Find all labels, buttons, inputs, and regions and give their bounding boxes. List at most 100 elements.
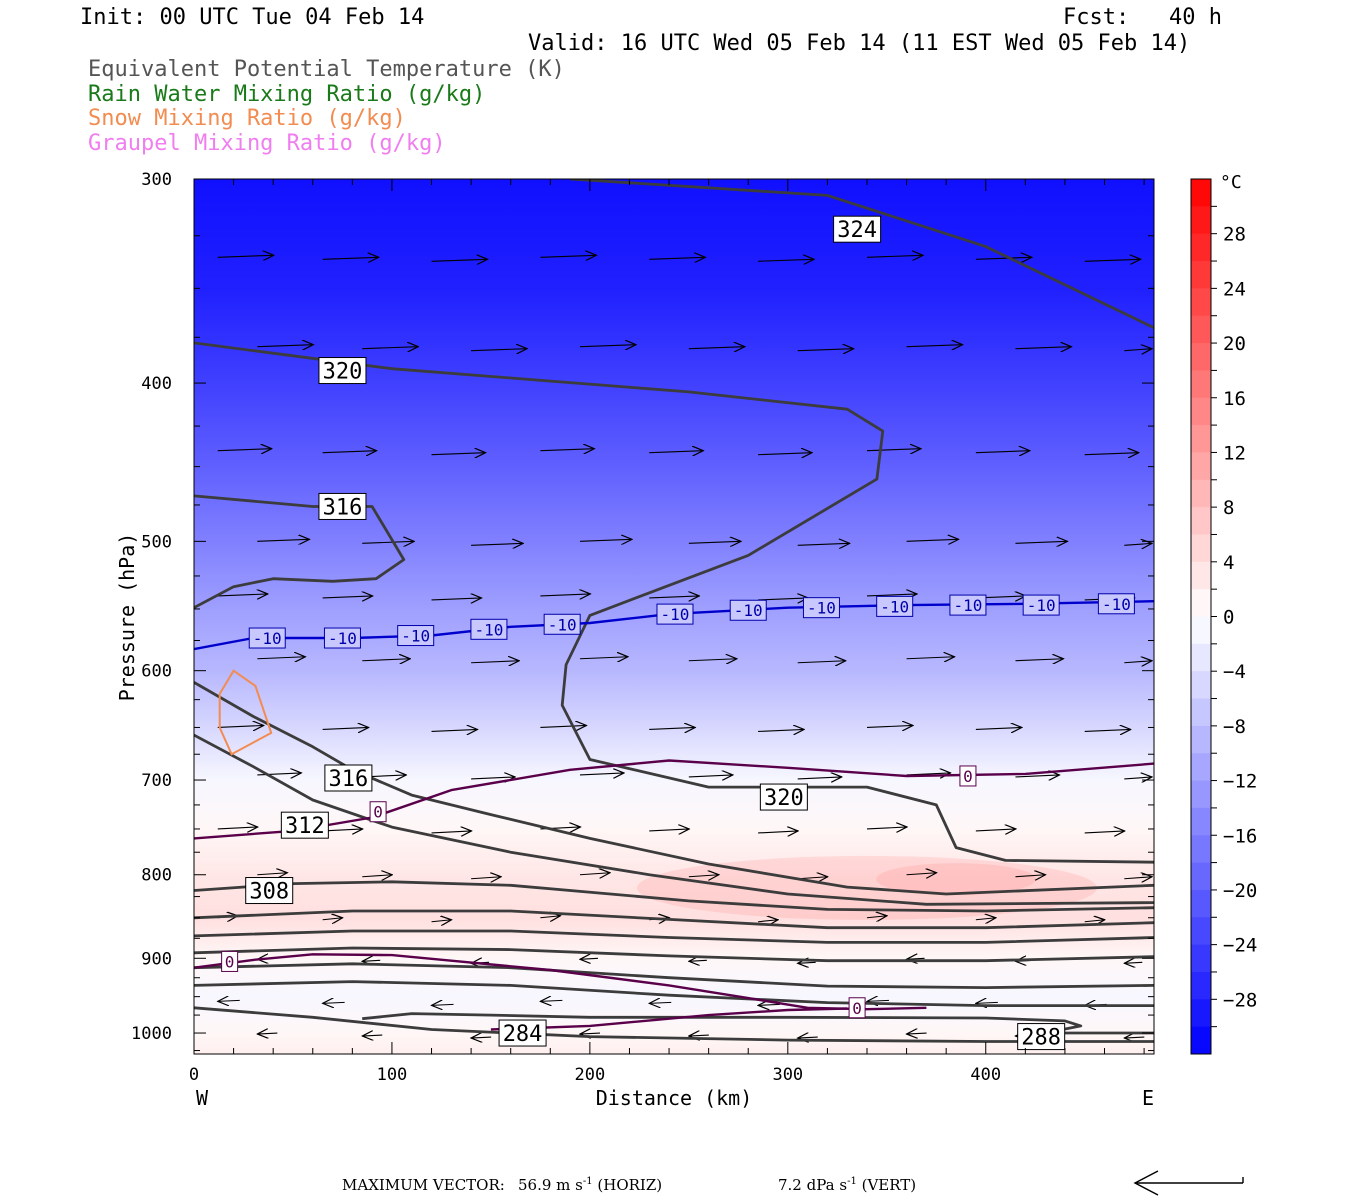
wind-vector [688, 347, 745, 349]
isotherm-label: 0 [373, 803, 383, 822]
isotherm-label-box [656, 603, 694, 625]
wind-vector [322, 257, 379, 259]
wind-vector [689, 1035, 709, 1036]
isotherm-label: -10 [1102, 595, 1131, 614]
wind-vector [688, 541, 741, 543]
theta-e-contour [194, 1006, 1154, 1043]
theta-e-label: 316 [329, 767, 369, 792]
wind-vector [689, 960, 707, 961]
colorbar-swatch [1191, 698, 1211, 727]
theta-e-label-box [759, 783, 808, 811]
isotherm-label: -10 [661, 605, 690, 624]
theta-e-contour [194, 929, 1154, 944]
x-tick-label: 300 [772, 1065, 803, 1085]
colorbar-swatch [1191, 370, 1211, 399]
wind-vector [362, 541, 414, 543]
wind-vector [1124, 543, 1152, 545]
isotherm-label: -10 [880, 597, 909, 616]
isotherm-label-box [248, 627, 286, 649]
wind-vector [579, 539, 632, 541]
colorbar-swatch [1191, 507, 1211, 535]
warm-core-shade-inner [876, 863, 1037, 896]
colorbar-swatch [1191, 315, 1211, 344]
wind-vector [649, 257, 705, 259]
wind-vector [975, 918, 996, 920]
max-vector-label: MAXIMUM VECTOR: [342, 1176, 505, 1194]
wind-vector [579, 773, 624, 775]
wind-vector [257, 1033, 278, 1034]
y-tick-label: 1000 [131, 1024, 172, 1044]
wind-vector [866, 255, 923, 257]
theta-e-label: 324 [837, 218, 877, 243]
wind-vector [1015, 541, 1067, 543]
colorbar-tick-label: −28 [1223, 989, 1257, 1011]
wind-vector [975, 257, 1032, 259]
wind-vector [867, 1000, 890, 1001]
theta-e-label-box [498, 1019, 547, 1047]
wind-vector [579, 873, 610, 875]
isotherm-label-box [323, 627, 361, 649]
colorbar-tick-label: 24 [1223, 278, 1246, 300]
wind-vector [866, 594, 917, 596]
y-tick-label: 700 [141, 771, 172, 791]
legend-rain: Rain Water Mixing Ratio (g/kg) [88, 82, 486, 107]
wind-vector [431, 453, 486, 455]
wind-vector [322, 596, 373, 598]
wind-vector [432, 1004, 454, 1005]
wind-vector [1015, 875, 1045, 877]
wind-vector [431, 259, 488, 261]
wind-vector [976, 1002, 998, 1003]
wind-vector [1124, 349, 1152, 351]
wind-vector [471, 349, 527, 351]
colorbar-swatch [1191, 862, 1211, 891]
wind-vector [362, 659, 410, 661]
wind-vector [907, 1033, 927, 1034]
wind-vector [866, 827, 907, 829]
wind-vector [906, 657, 955, 659]
wind-vector [217, 449, 272, 451]
wind-vector [758, 598, 808, 600]
y-axis-label: Pressure (hPa) [115, 533, 139, 702]
wind-vector [975, 727, 1022, 729]
isotherm-label: -10 [953, 596, 982, 615]
theta-e-label: 312 [285, 814, 325, 839]
wind-vector [540, 255, 596, 257]
colorbar-swatch [1191, 288, 1211, 317]
colorbar-swatch [1191, 807, 1211, 836]
colorbar-swatch [1191, 206, 1211, 235]
wind-vector [1084, 729, 1131, 731]
theta-e-label-box [318, 492, 367, 520]
wind-vector [322, 451, 377, 453]
wind-vector [540, 1000, 563, 1001]
wind-vector [866, 916, 887, 918]
y-tick-label: 900 [141, 949, 172, 969]
wind-vector [1124, 962, 1143, 963]
isotherm-label-box [729, 599, 767, 621]
wind-vector [540, 449, 594, 451]
colorbar-swatch [1191, 835, 1211, 864]
isotherm-label: 0 [852, 999, 862, 1018]
forecast-hour: Fcst: 40 h [1063, 5, 1222, 30]
wind-vector [907, 958, 925, 959]
colorbar-tick-label: 16 [1223, 388, 1246, 410]
wind-vector [471, 1037, 492, 1038]
isotherm-label-box [802, 597, 840, 619]
y-tick-label: 400 [141, 374, 172, 394]
isotherm-label: -10 [401, 627, 430, 646]
isotherm-label: 0 [225, 952, 235, 971]
colorbar-unit: °C [1220, 172, 1242, 193]
colorbar-swatch [1191, 725, 1211, 754]
isotherm-contour [490, 1007, 848, 1031]
wind-vector [1124, 661, 1152, 663]
wind-vector [758, 831, 798, 833]
isotherm-label: -10 [328, 629, 357, 648]
wind-vector [471, 543, 523, 545]
wind-vector [1015, 775, 1059, 777]
wind-vector [649, 829, 689, 831]
colorbar-swatch [1191, 179, 1211, 207]
isotherm-label-box [470, 618, 508, 640]
colorbar-tick-label: −16 [1223, 825, 1257, 847]
wind-vector [797, 777, 842, 779]
wind-vectors [218, 255, 1152, 1038]
